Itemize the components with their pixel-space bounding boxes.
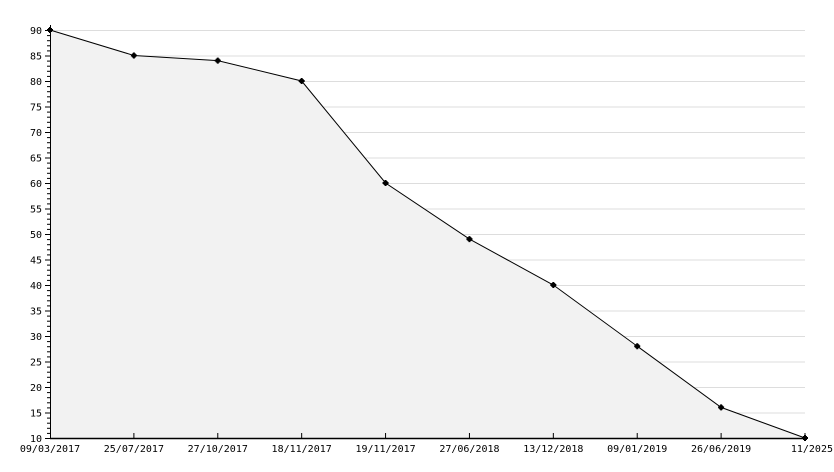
y-tick-label: 90 bbox=[30, 26, 42, 37]
y-tick-label: 60 bbox=[30, 179, 42, 190]
y-tick-labels: 10 15 20 25 30 35 40 45 50 55 60 65 70 75 80 85 90 bbox=[30, 26, 42, 445]
x-tick-label: 18/11/2017 bbox=[272, 444, 332, 455]
y-tick-label: 80 bbox=[30, 77, 42, 88]
y-tick-label: 10 bbox=[30, 434, 42, 445]
data-point-core bbox=[551, 283, 556, 287]
y-tick-label: 15 bbox=[30, 409, 42, 420]
series-line bbox=[49, 29, 806, 439]
x-tick-label: 26/06/2019 bbox=[691, 444, 751, 455]
data-point-core bbox=[719, 405, 724, 410]
x-tick-labels: 09/03/2017 25/07/2017 27/10/2017 18/11/2017… bbox=[20, 444, 833, 455]
y-tick-label: 65 bbox=[30, 154, 42, 165]
y-tick-label: 25 bbox=[30, 358, 42, 369]
y-tick-label: 55 bbox=[30, 205, 42, 216]
data-point-core bbox=[131, 53, 136, 58]
x-tick-label: 13/12/2018 bbox=[523, 444, 583, 455]
y-tick-label: 35 bbox=[30, 307, 42, 318]
x-tick-label: 09/03/2017 bbox=[20, 444, 80, 455]
y-tick-label: 70 bbox=[30, 128, 42, 139]
x-tick-label: 19/11/2017 bbox=[355, 444, 415, 455]
y-tick-label: 85 bbox=[30, 52, 42, 63]
x-tick-label: 27/10/2017 bbox=[188, 444, 248, 455]
data-point-core bbox=[635, 344, 640, 349]
data-point-core bbox=[383, 181, 388, 185]
y-tick-label: 50 bbox=[30, 230, 42, 241]
y-tick-label: 30 bbox=[30, 332, 42, 343]
x-tick-label: 25/07/2017 bbox=[104, 444, 164, 455]
x-tick-label: 27/06/2018 bbox=[439, 444, 499, 455]
x-tick-label: 09/01/2019 bbox=[607, 444, 667, 455]
y-tick-label: 20 bbox=[30, 383, 42, 394]
y-tick-label: 40 bbox=[30, 281, 42, 292]
area-fill bbox=[50, 30, 805, 438]
y-tick-label: 45 bbox=[30, 256, 42, 267]
data-point-core bbox=[215, 58, 220, 63]
data-point-core bbox=[467, 237, 472, 242]
data-point-core bbox=[299, 79, 304, 83]
axes bbox=[45, 25, 807, 440]
x-tick-label: 11/2025 bbox=[791, 444, 833, 455]
y-tick-label: 75 bbox=[30, 103, 42, 114]
